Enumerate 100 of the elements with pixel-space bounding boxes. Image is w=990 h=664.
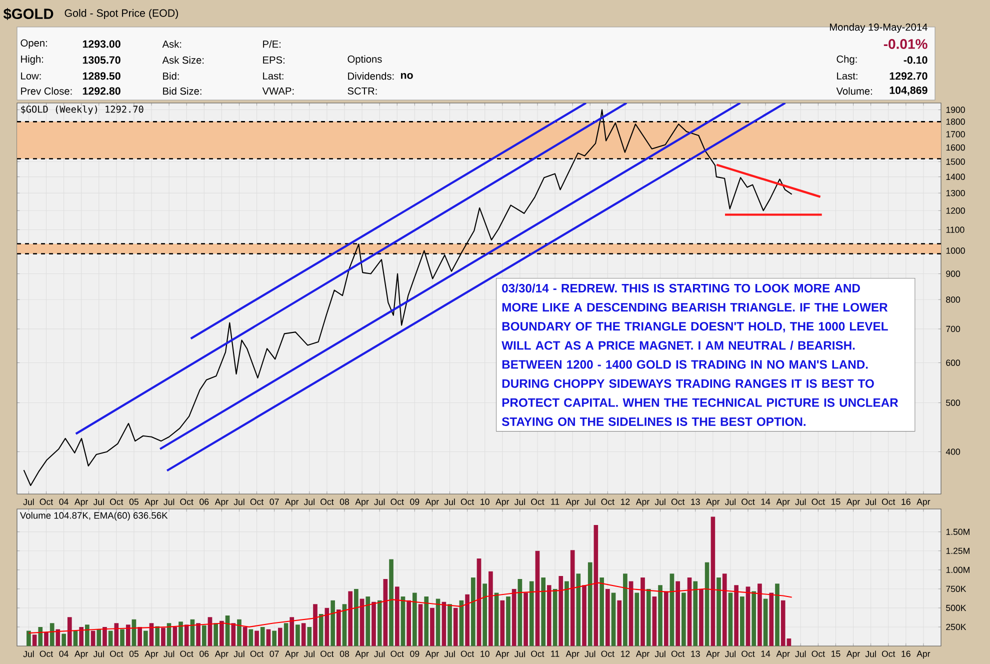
bar (90, 630, 96, 646)
bar (646, 588, 651, 646)
x-tick-label: Jul (584, 650, 596, 658)
bar (62, 634, 66, 646)
x-tick-label: Oct (742, 498, 755, 505)
bar (296, 624, 300, 646)
x-tick-label: Oct (812, 650, 825, 657)
bar (254, 630, 259, 646)
x-tick-label: Jul (374, 650, 385, 658)
text: Ask: (162, 40, 182, 48)
bar (394, 586, 400, 646)
bar (406, 600, 412, 646)
x-tick-label: Oct (812, 498, 825, 505)
x-tick-label: Oct (320, 650, 334, 657)
x-tick-label: Apr (144, 498, 158, 507)
annotation: $GOLD (Weekly) 1292.70 (21, 105, 144, 115)
bar (50, 623, 54, 646)
bar (138, 626, 142, 646)
bar (248, 629, 254, 646)
x-tick-label: Jul (93, 498, 104, 506)
bar (143, 630, 148, 646)
y-tick-label: 900 (946, 270, 960, 277)
bar (687, 577, 692, 646)
bar (535, 550, 540, 646)
y-tick-label: 250K (946, 624, 966, 630)
text: Ask Size: (162, 56, 204, 64)
y-tick-label: 1700 (946, 131, 965, 138)
x-tick-label: Jul (23, 650, 34, 658)
bar (558, 576, 564, 646)
x-tick-label: Apr (846, 498, 860, 507)
bar (220, 620, 224, 646)
x-tick-label: Oct (320, 498, 334, 505)
text: -0.01% (884, 39, 928, 49)
bar (301, 623, 306, 646)
text: VWAP: (262, 87, 294, 94)
x-tick-label: 13 (691, 650, 700, 657)
bar (38, 626, 43, 646)
x-tick-label: Apr (214, 650, 228, 659)
x-tick-label: 11 (551, 650, 560, 657)
bar (307, 626, 312, 646)
text: EPS: (263, 56, 284, 64)
x-tick-label: Jul (795, 650, 806, 658)
x-tick-label: Apr (74, 650, 88, 659)
x-tick-label: Jul (164, 498, 174, 506)
x-tick-label: Jul (724, 650, 736, 658)
text: 1292.70 (890, 72, 928, 80)
x-tick-label: Jul (234, 498, 244, 506)
x-tick-label: Apr (355, 498, 369, 507)
chart-title: $GOLD (3, 8, 54, 20)
bar (67, 617, 72, 646)
x-tick-label: 12 (620, 650, 630, 657)
text: High: (21, 55, 43, 65)
bar (699, 588, 704, 646)
bar (366, 596, 370, 646)
bar (588, 562, 592, 646)
bar (184, 624, 189, 646)
bar (231, 623, 236, 646)
bar (640, 577, 645, 646)
text: Options (348, 55, 382, 65)
x-tick-label: 06 (200, 650, 209, 657)
x-tick-label: Apr (285, 650, 299, 659)
bar (634, 592, 640, 646)
bar (529, 581, 534, 646)
x-tick-label: Jul (865, 498, 876, 506)
x-tick-label: Jul (444, 650, 455, 658)
x-tick-label: Apr (636, 650, 650, 659)
bar (746, 586, 750, 646)
chart-title: Volume 104.87K, EMA(60) 636.56K (20, 512, 168, 521)
text: Low: (21, 72, 41, 80)
x-tick-label: Oct (390, 498, 404, 505)
text: Bid: (163, 72, 179, 80)
text: 1305.70 (82, 56, 120, 64)
bar (658, 585, 662, 646)
bar (424, 596, 429, 646)
bar (266, 629, 271, 646)
bar (582, 585, 586, 646)
bar (482, 584, 488, 646)
x-tick-label: Oct (601, 498, 614, 505)
bar (290, 617, 294, 646)
bar (547, 585, 552, 646)
x-tick-label: Oct (390, 650, 404, 657)
x-tick-label: 14 (761, 650, 770, 657)
x-tick-label: Oct (40, 498, 54, 505)
x-tick-label: Oct (110, 650, 124, 657)
bar (284, 623, 288, 646)
bar (260, 626, 265, 646)
bar (623, 574, 628, 646)
bar (418, 604, 423, 646)
bar (73, 630, 78, 646)
bar (769, 592, 774, 646)
x-tick-label: Apr (144, 650, 158, 659)
bar (564, 581, 569, 646)
x-tick-label: Jul (514, 498, 525, 506)
bar (518, 579, 522, 646)
bar (172, 626, 178, 646)
bar (354, 588, 358, 646)
bar (389, 559, 394, 646)
bar (161, 628, 166, 646)
x-tick-label: Jul (724, 498, 736, 506)
text: -0.10 (904, 56, 928, 64)
